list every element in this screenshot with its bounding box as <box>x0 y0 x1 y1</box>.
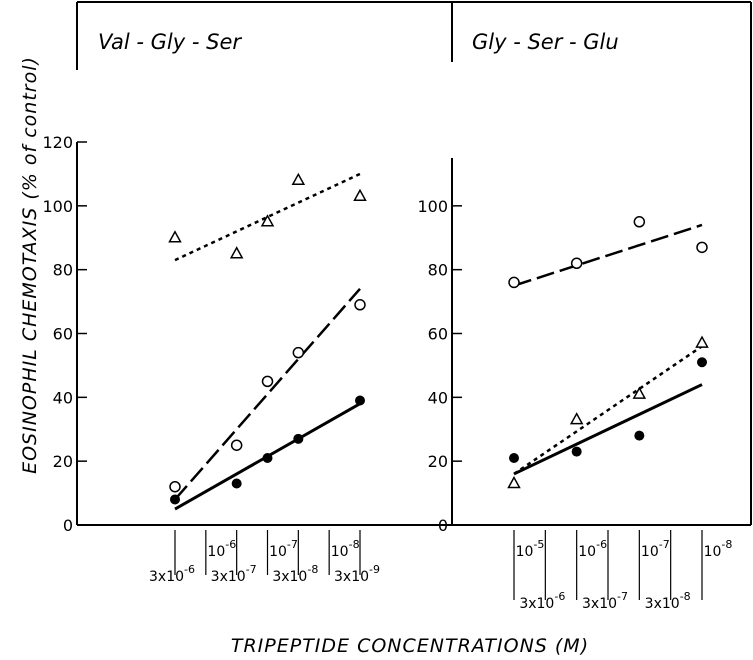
data-point-open-triangle <box>229 246 244 259</box>
fit-line-solid <box>513 383 703 476</box>
y-tick-label: 100 <box>42 197 73 216</box>
y-tick-label: 60 <box>53 325 73 344</box>
y-tick-label: 20 <box>53 452 73 471</box>
data-point-open-triangle <box>168 230 182 243</box>
data-point-filled-circle <box>634 430 645 441</box>
y-tick-label: 40 <box>53 388 73 407</box>
data-point-filled-circle <box>231 478 242 489</box>
data-point-open-circle <box>354 299 366 311</box>
y-tick-label: 0 <box>63 516 73 535</box>
panel-1-title: Val - Gly - Ser <box>98 30 242 54</box>
y-axis-label: EOSINOPHIL CHEMOTAXIS (% of control) <box>19 56 41 474</box>
x-tick-label-lower: 3x10-6 <box>519 590 565 612</box>
x-tick-label-upper: 10-8 <box>331 538 360 560</box>
x-tick-label-lower: 3x10-9 <box>334 563 380 585</box>
data-point-open-circle <box>169 480 181 493</box>
data-point-filled-circle <box>571 446 582 457</box>
y-tick-label: 60 <box>428 325 448 344</box>
data-point-open-triangle <box>507 475 521 489</box>
data-point-open-circle <box>633 216 646 228</box>
y-tick-label: 40 <box>428 388 448 407</box>
y-tick-label: 20 <box>428 452 448 471</box>
data-point-open-circle <box>696 241 708 254</box>
x-tick-label-upper: 10-7 <box>641 538 670 560</box>
data-point-filled-circle <box>697 357 707 368</box>
data-point-open-circle <box>508 276 520 289</box>
data-point-filled-circle <box>170 494 180 505</box>
panel-2-title: Gly - Ser - Glu <box>472 30 619 54</box>
panel-2: 0 20 40 60 80 100 10-5 10-6 10-7 10-8 3x10-6 3x10-7… <box>417 158 732 612</box>
x-tick-label-upper: 10-6 <box>578 538 607 560</box>
x-tick-label-lower: 3x10-8 <box>272 563 318 585</box>
x-tick-label-lower: 3x10-8 <box>645 590 691 612</box>
fit-line-dashed <box>513 223 703 287</box>
data-point-open-triangle <box>353 188 367 202</box>
data-point-open-circle <box>292 346 305 359</box>
x-tick-label-upper: 10-8 <box>704 538 733 560</box>
x-tick-label-lower: 3x10-7 <box>582 590 628 612</box>
y-tick-label: 0 <box>438 516 448 535</box>
x-tick-label-upper: 10-6 <box>207 538 236 560</box>
data-point-filled-circle <box>262 452 273 463</box>
data-point-filled-circle <box>509 452 519 463</box>
data-point-filled-circle <box>293 433 304 444</box>
fit-line-dashed <box>174 287 361 501</box>
data-point-open-triangle <box>569 412 584 425</box>
panel-1: 0 20 40 60 80 100 120 10-6 10-7 10-8 3x10-6 3x10-7 3… <box>42 133 380 585</box>
y-tick-label: 120 <box>42 133 73 152</box>
y-tick-label: 80 <box>53 261 73 280</box>
data-point-open-triangle <box>260 214 275 227</box>
x-tick-label-lower: 3x10-6 <box>149 563 195 585</box>
data-point-open-circle <box>570 257 583 270</box>
data-point-filled-circle <box>355 395 365 406</box>
x-tick-label-upper: 10-7 <box>269 538 298 560</box>
x-axis-label: TRIPEPTIDE CONCENTRATIONS (M) <box>231 635 589 657</box>
y-tick-label: 100 <box>417 197 448 216</box>
data-point-open-circle <box>230 439 243 451</box>
data-point-open-circle <box>261 375 274 388</box>
fit-line-dotted <box>174 172 361 262</box>
y-tick-label: 80 <box>428 261 448 280</box>
data-point-open-triangle <box>695 335 709 348</box>
x-tick-label-upper: 10-5 <box>516 538 545 560</box>
fit-line-dotted <box>513 345 703 475</box>
x-tick-label-lower: 3x10-7 <box>211 563 257 585</box>
data-point-open-triangle <box>291 172 306 186</box>
data-point-open-triangle <box>632 386 647 399</box>
